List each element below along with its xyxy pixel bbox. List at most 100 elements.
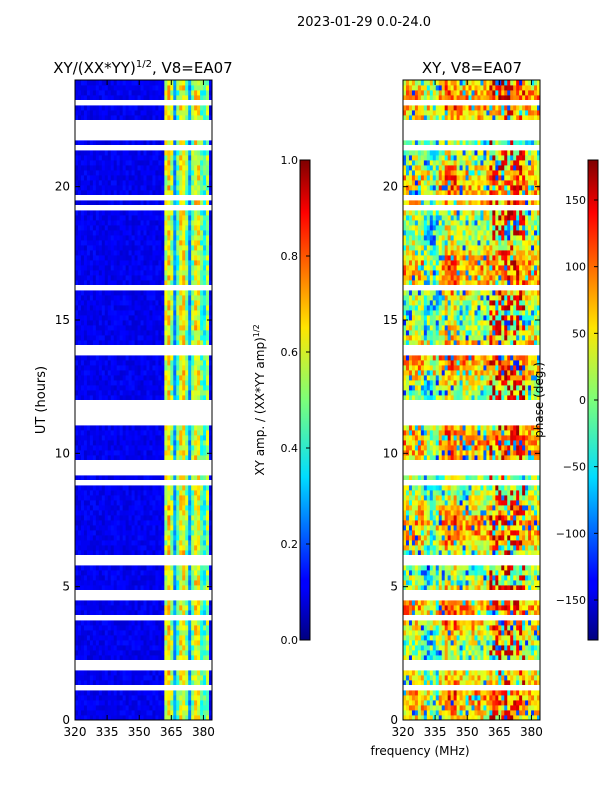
amplitude-cell <box>83 495 88 501</box>
amplitude-cell <box>116 545 121 551</box>
amplitude-cell <box>173 375 177 381</box>
amplitude-cell <box>206 385 210 391</box>
phase-cell <box>465 690 469 696</box>
amplitude-cell <box>143 235 147 241</box>
amplitude-cell <box>86 390 91 396</box>
amplitude-cell <box>149 495 153 501</box>
amplitude-cell <box>113 315 118 321</box>
amplitude-cell <box>98 655 103 661</box>
amplitude-cell <box>134 645 138 651</box>
amplitude-cell <box>95 310 100 316</box>
amplitude-cell <box>179 710 183 716</box>
amplitude-cell <box>176 565 180 571</box>
amplitude-cell <box>110 230 115 236</box>
amplitude-cell <box>95 240 100 246</box>
amplitude-cell <box>86 630 91 636</box>
amplitude-cell <box>155 340 159 346</box>
amplitude-cell <box>131 645 135 651</box>
amplitude-cell <box>77 540 82 546</box>
amplitude-cell <box>182 600 186 606</box>
amplitude-cell <box>137 510 141 516</box>
phase-cell <box>459 695 463 701</box>
amplitude-cell <box>75 220 79 226</box>
amplitude-cell <box>155 540 159 546</box>
amplitude-cell <box>101 250 106 256</box>
amplitude-cell <box>113 625 118 631</box>
amplitude-cell <box>116 210 121 216</box>
amplitude-cell <box>92 570 97 576</box>
amplitude-cell <box>200 380 204 386</box>
amplitude-cell <box>161 170 165 176</box>
amplitude-cell <box>89 680 94 686</box>
amplitude-cell <box>206 520 210 526</box>
amplitude-cell <box>146 270 150 276</box>
amplitude-cell <box>176 365 180 371</box>
amplitude-cell <box>164 170 168 176</box>
amplitude-cell <box>149 185 153 191</box>
amplitude-cell <box>164 645 168 651</box>
amplitude-cell <box>143 580 147 586</box>
phase-cell <box>447 715 452 720</box>
amplitude-cell <box>188 315 192 321</box>
phase-cell <box>456 705 460 711</box>
amplitude-cell <box>122 265 127 271</box>
amplitude-cell <box>146 190 150 196</box>
amplitude-cell <box>173 710 177 716</box>
amplitude-cell <box>101 190 106 196</box>
amplitude-cell <box>98 270 103 276</box>
amplitude-cell <box>113 535 118 541</box>
amplitude-cell <box>125 235 130 241</box>
amplitude-cell <box>125 255 130 261</box>
amplitude-colorbar-ticks: 0.00.20.40.60.81.0 <box>281 154 310 647</box>
amplitude-cell <box>188 80 192 86</box>
amplitude-cell <box>197 605 201 611</box>
amplitude-cell <box>143 430 147 436</box>
amplitude-cell <box>92 230 97 236</box>
amplitude-cell <box>107 495 112 501</box>
amplitude-cell <box>188 570 192 576</box>
amplitude-cell <box>104 510 109 516</box>
amplitude-cell <box>83 550 88 556</box>
amplitude-cell <box>197 445 201 451</box>
amplitude-cell <box>137 225 141 231</box>
amplitude-cell <box>113 525 118 531</box>
amplitude-cell <box>167 545 171 551</box>
phase-cell <box>405 705 410 711</box>
amplitude-cell <box>83 385 88 391</box>
amplitude-cell <box>203 680 207 686</box>
amplitude-cell <box>149 160 153 166</box>
amplitude-cell <box>110 570 115 576</box>
amplitude-cell <box>173 550 177 556</box>
amplitude-cell <box>134 475 138 481</box>
amplitude-cell <box>113 280 118 286</box>
colorbar-tick-label: 0.0 <box>281 634 299 647</box>
amplitude-cell <box>128 485 132 491</box>
amplitude-cell <box>119 80 124 86</box>
colorbar-tick-label: 0.6 <box>281 346 299 359</box>
amplitude-cell <box>149 340 153 346</box>
amplitude-cell <box>164 385 168 391</box>
amplitude-cell <box>101 340 106 346</box>
amplitude-cell <box>155 375 159 381</box>
amplitude-cell <box>95 355 100 361</box>
amplitude-cell <box>161 245 165 251</box>
amplitude-cell <box>185 690 189 696</box>
amplitude-cell <box>86 300 91 306</box>
amplitude-cell <box>200 215 204 221</box>
amplitude-cell <box>131 510 135 516</box>
amplitude-cell <box>173 330 177 336</box>
amplitude-cell <box>203 650 207 656</box>
amplitude-cell <box>170 700 174 706</box>
amplitude-cell <box>140 670 144 676</box>
amplitude-cell <box>200 365 204 371</box>
amplitude-cell <box>173 220 177 226</box>
amplitude-cell <box>197 190 201 196</box>
amplitude-cell <box>110 375 115 381</box>
amplitude-cell <box>164 655 168 661</box>
amplitude-cell <box>107 225 112 231</box>
phase-cell <box>471 705 475 711</box>
amplitude-cell <box>149 580 153 586</box>
amplitude-cell <box>209 710 212 716</box>
amplitude-cell <box>191 155 195 161</box>
amplitude-cell <box>191 570 195 576</box>
